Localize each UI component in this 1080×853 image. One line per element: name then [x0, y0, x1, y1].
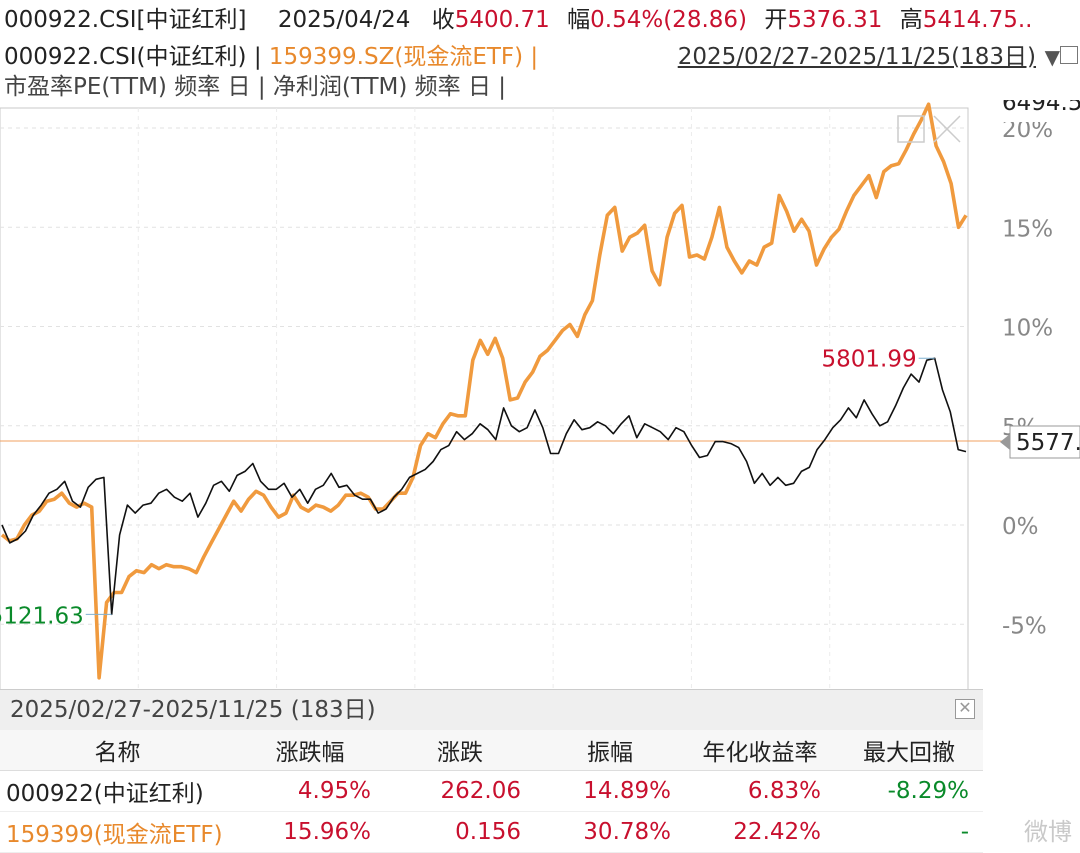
col-max-drawdown[interactable]: 最大回撤 — [835, 730, 983, 771]
legend-series-1[interactable]: 000922.CSI(中证红利) — [4, 44, 247, 70]
cell-amplitude: 14.89% — [535, 770, 685, 812]
cell-amplitude: 30.78% — [535, 811, 685, 853]
legend-bar: 000922.CSI(中证红利) | 159399.SZ(现金流ETF) | 2… — [0, 40, 1080, 74]
cell-annualized: 22.42% — [685, 811, 835, 853]
current-value-pointer — [1000, 434, 1010, 450]
line-chart: 20%15%10%5%0%-5% 6494.545577.736.005801.… — [0, 100, 1080, 690]
top-value-label: 6494.54 — [1002, 100, 1080, 116]
watermark: 微博 — [1024, 818, 1072, 846]
stats-panel: 2025/02/27-2025/11/25 (183日) ✕ 名称 涨跌幅 涨跌… — [0, 689, 983, 853]
legend-series-2[interactable]: 159399.SZ(现金流ETF) — [268, 44, 524, 70]
col-annualized[interactable]: 年化收益率 — [685, 730, 835, 771]
col-change[interactable]: 涨跌 — [385, 730, 535, 771]
cell-change: 262.06 — [385, 770, 535, 812]
legend-separator: | — [253, 44, 262, 70]
close-icon[interactable] — [1060, 46, 1078, 64]
amp-value: 0.54%(28.86) — [590, 7, 747, 33]
y-tick-labels: 20%15%10%5%0%-5% — [1002, 117, 1053, 639]
series-line — [0, 102, 968, 680]
open-label: 开 — [764, 7, 788, 33]
col-amplitude[interactable]: 振幅 — [535, 730, 685, 771]
cell-annualized: 6.83% — [685, 770, 835, 812]
high-label: 高 — [899, 7, 923, 33]
close-value: 5400.71 — [454, 7, 550, 33]
panel-close-icon[interactable]: ✕ — [955, 699, 975, 719]
y-tick-label: -5% — [1002, 613, 1047, 639]
col-change-pct[interactable]: 涨跌幅 — [235, 730, 385, 771]
quote-date: 2025/04/24 — [277, 7, 411, 33]
col-name[interactable]: 名称 — [0, 730, 235, 771]
indicator-labels[interactable]: 市盈率PE(TTM) 频率 日 | 净利润(TTM) 频率 日 | — [4, 74, 507, 100]
dropdown-triangle-icon[interactable]: ▼ — [1044, 45, 1060, 69]
y-tick-label: 0% — [1002, 514, 1039, 540]
quote-header: 000922.CSI[中证红利] 2025/04/24 收5400.71 幅0.… — [0, 0, 1080, 40]
amp-label: 幅 — [567, 7, 591, 33]
y-tick-label: 15% — [1002, 216, 1053, 242]
min-value-annotation: 5121.63 — [0, 603, 84, 629]
series-line — [1, 357, 967, 616]
stats-table: 名称 涨跌幅 涨跌 振幅 年化收益率 最大回撤 000922(中证红利) 4.9… — [0, 730, 983, 853]
cell-max-drawdown: - — [835, 811, 983, 853]
legend-end: | — [530, 44, 539, 70]
cell-change-pct: 15.96% — [235, 811, 385, 853]
series-lines — [0, 102, 968, 680]
indicator-bar: 市盈率PE(TTM) 频率 日 | 净利润(TTM) 频率 日 | — [0, 72, 1080, 102]
table-header-row: 名称 涨跌幅 涨跌 振幅 年化收益率 最大回撤 — [0, 730, 983, 771]
close-icon — [933, 115, 961, 143]
y-tick-label: 10% — [1002, 316, 1053, 342]
close-label: 收 — [431, 7, 455, 33]
open-value: 5376.31 — [787, 7, 883, 33]
table-row[interactable]: 000922(中证红利) 4.95% 262.06 14.89% 6.83% -… — [0, 770, 983, 812]
window-icon — [897, 115, 925, 143]
max-value-annotation: 5801.99 — [822, 346, 917, 372]
index-code: 000922.CSI[中证红利] — [4, 7, 247, 33]
date-range-selector[interactable]: 2025/02/27-2025/11/25(183日) — [677, 44, 1036, 70]
current-value-label: 5577. — [1016, 430, 1080, 456]
cell-change: 0.156 — [385, 811, 535, 853]
annotations: 6494.545577.736.005801.995121.63 — [0, 100, 1080, 629]
cell-max-drawdown: -8.29% — [835, 770, 983, 812]
top-value-box — [1000, 100, 1080, 122]
row-name: 000922(中证红利) — [0, 770, 235, 812]
high-value: 5414.75.. — [922, 7, 1033, 33]
stats-title: 2025/02/27-2025/11/25 (183日) — [0, 690, 983, 730]
row-name: 159399(现金流ETF) — [0, 811, 235, 853]
cell-change-pct: 4.95% — [235, 770, 385, 812]
grid — [0, 108, 968, 690]
plot-area — [0, 107, 969, 690]
table-row[interactable]: 159399(现金流ETF) 15.96% 0.156 30.78% 22.42… — [0, 811, 983, 853]
